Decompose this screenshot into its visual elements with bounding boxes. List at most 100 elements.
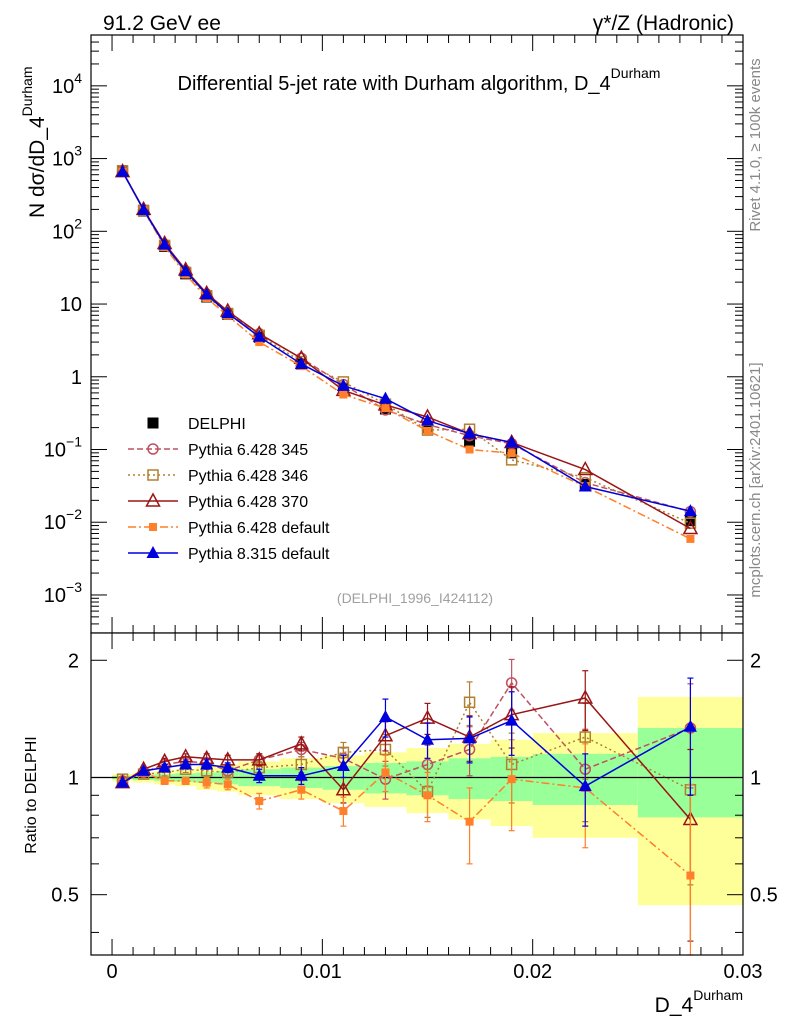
ratio-series-pythia-8-315-default: [116, 677, 697, 827]
ratio-point-pythia-6-428-370: [293, 735, 310, 750]
ratio-point-pythia-6-428-346: [463, 696, 476, 709]
ratio-point-pythia-8-315-default: [378, 709, 392, 722]
point-pythia-8-315-default: [116, 164, 130, 177]
legend-entry-pythia-6-428-default: Pythia 6.428 default: [128, 520, 330, 537]
ratio-point-pythia-8-315-default: [179, 757, 193, 770]
main-y-tick-exp: 4: [74, 70, 82, 86]
point-pythia-8-315-default: [463, 426, 477, 439]
ratio-y-tick-label-right: 2: [750, 650, 761, 672]
ratio-axis-ticks: 0.5 0.5 1 1 2 2 0 0.01 0.02 0.03: [51, 633, 778, 983]
x-tick-label: 0.02: [513, 961, 552, 983]
main-y-tick-base: 10: [52, 221, 74, 243]
main-y-tick-exp: 2: [74, 215, 82, 231]
legend-label-pythia-6-428-default: Pythia 6.428 default: [188, 520, 330, 537]
main-y-label-text: N dσ/dD_4: [26, 116, 49, 218]
ratio-plot-frame: [90, 632, 744, 956]
mcplots-label: mcplots.cern.ch [arXiv:2401.10621]: [747, 362, 764, 597]
point-pythia-8-315-default: [378, 391, 392, 404]
main-y-tick-base: 10: [60, 294, 82, 316]
main-y-tick-label: 103: [52, 143, 82, 171]
ratio-point-pythia-6-428-default: [686, 871, 695, 880]
main-y-tick-base: 10: [52, 149, 74, 171]
ratio-point-pythia-8-315-default: [683, 719, 697, 732]
ratio-point-pythia-6-428-default: [339, 807, 348, 816]
ratio-series-layer: [114, 658, 699, 956]
legend-label-pythia-6-428-346: Pythia 6.428 346: [188, 468, 308, 485]
ratio-point-pythia-8-315-default: [137, 763, 151, 776]
ratio-point-pythia-6-428-default: [223, 780, 232, 789]
point-pythia-6-428-default: [339, 390, 348, 399]
ratio-point-pythia-6-428-370: [577, 689, 594, 704]
main-y-axis-label: N dσ/dD_4Durham: [19, 67, 49, 218]
ratio-point-pythia-6-428-default: [507, 775, 516, 784]
x-label-text: D_4: [655, 994, 694, 1017]
point-pythia-6-428-default: [423, 426, 432, 435]
x-tick-label: 0.01: [303, 961, 342, 983]
main-y-tick-label: 104: [52, 70, 82, 98]
main-y-tick-label: 1: [71, 367, 82, 389]
header-left: 91.2 GeV ee: [103, 12, 221, 35]
main-y-tick-base: 1: [71, 367, 82, 389]
ratio-point-pythia-6-428-default: [255, 797, 264, 806]
main-y-tick-exp: −3: [66, 579, 82, 595]
series-pythia-8-315-default: [116, 164, 697, 517]
ratio-point-pythia-8-315-default: [221, 760, 235, 773]
legend-marker-pythia-6-428-345: [147, 443, 159, 455]
ratio-point-pythia-6-428-default: [297, 785, 306, 794]
ratio-y-tick-label-right: 1: [750, 767, 761, 789]
ratio-point-pythia-8-315-default: [421, 732, 435, 745]
main-y-tick-base: 10: [52, 76, 74, 98]
legend-entry-pythia-6-428-345: Pythia 6.428 345: [128, 442, 308, 459]
main-y-tick-exp: 3: [74, 143, 82, 159]
legend-entry-delphi: DELPHI: [147, 416, 246, 433]
ratio-point-pythia-8-315-default: [578, 779, 592, 792]
legend-label-delphi: DELPHI: [188, 416, 246, 433]
ratio-point-pythia-6-428-default: [181, 776, 190, 785]
legend-label-pythia-6-428-370: Pythia 6.428 370: [188, 494, 308, 511]
legend-entry-pythia-6-428-346: Pythia 6.428 346: [128, 468, 308, 485]
point-pythia-6-428-default: [507, 449, 516, 458]
ratio-point-pythia-6-428-346: [579, 731, 592, 743]
ratio-point-pythia-8-315-default: [158, 760, 172, 773]
legend-marker-pythia-8-315-default: [146, 546, 160, 558]
point-pythia-8-315-default: [252, 329, 266, 342]
ratio-point-pythia-8-315-default: [336, 759, 350, 772]
legend: DELPHI Pythia 6.428 345 Pythia 6.428 346 Py…: [128, 416, 330, 563]
ratio-point-pythia-6-428-default: [465, 817, 474, 826]
main-series-layer: [114, 163, 699, 543]
main-y-tick-base: 10: [44, 440, 66, 462]
legend-marker-pythia-6-428-default: [149, 523, 157, 531]
ratio-plot-panel: 0.5 0.5 1 1 2 2 0 0.01 0.02 0.03 Ratio to DELPHI: [23, 632, 778, 983]
ratio-point-pythia-8-315-default: [463, 731, 477, 744]
point-pythia-8-315-default: [505, 435, 519, 448]
x-tick-label: 0: [106, 961, 117, 983]
rivet-label: Rivet 4.1.0, ≥ 100k events: [747, 58, 764, 231]
ratio-line-pythia-6-428-345: [122, 681, 691, 782]
ratio-point-pythia-6-428-default: [160, 776, 169, 785]
ratio-point-pythia-6-428-default: [202, 778, 211, 787]
plot-title: Differential 5-jet rate with Durham algo…: [178, 65, 661, 95]
main-y-tick-label: 102: [52, 215, 82, 243]
main-y-tick-base: 10: [44, 512, 66, 534]
legend-marker-pythia-6-428-370: [145, 492, 161, 507]
main-y-tick-exp: −1: [66, 434, 82, 450]
plot-title-sup: Durham: [611, 65, 661, 81]
plot-title-text: Differential 5-jet rate with Durham algo…: [178, 73, 611, 95]
ratio-point-pythia-8-315-default: [294, 768, 308, 781]
legend-entry-pythia-6-428-370: Pythia 6.428 370: [128, 492, 308, 511]
main-y-tick-base: 10: [44, 585, 66, 607]
point-pythia-8-315-default: [578, 479, 592, 492]
point-pythia-6-428-default: [686, 534, 695, 543]
main-y-tick-label: 10−1: [44, 434, 82, 462]
analysis-label: (DELPHI_1996_I424112): [337, 590, 493, 606]
point-pythia-8-315-default: [294, 356, 308, 369]
series-line-pythia-6-428-default: [121, 171, 691, 540]
legend-marker-pythia-6-428-346: [147, 469, 159, 481]
main-y-tick-label: 10: [60, 294, 82, 316]
main-y-tick-exp: −2: [66, 506, 82, 522]
point-pythia-8-315-default: [158, 237, 172, 250]
point-pythia-6-428-370: [577, 460, 594, 476]
ratio-y-tick-label-left: 2: [68, 650, 79, 672]
point-pythia-6-428-default: [465, 445, 474, 454]
